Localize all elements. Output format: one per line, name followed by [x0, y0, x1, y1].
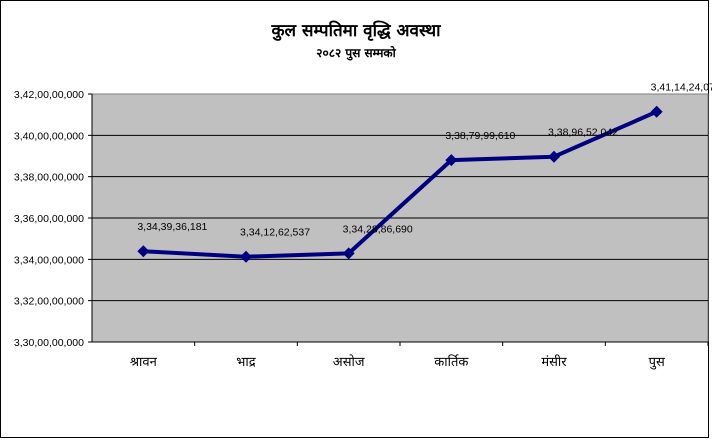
data-label: 3,41,14,24,078	[651, 82, 712, 94]
data-label: 3,38,96,52,042	[548, 127, 618, 139]
x-tick-label: असोज	[333, 354, 365, 370]
x-tick-label: भाद्र	[236, 355, 257, 370]
x-tick-label: कार्तिक	[434, 354, 469, 370]
y-tick-label: 3,36,00,00,000	[14, 213, 84, 225]
y-tick-label: 3,38,00,00,000	[14, 172, 84, 184]
x-tick-label: श्रावन	[130, 355, 158, 370]
data-point-marker	[548, 150, 560, 163]
chart-subtitle: २०८२ पुस सम्मको	[316, 46, 396, 60]
y-tick-label: 3,34,00,00,000	[14, 254, 84, 266]
y-tick-label: 3,40,00,00,000	[14, 130, 84, 142]
data-point-marker	[445, 154, 458, 167]
data-label: 3,34,39,36,181	[137, 221, 207, 233]
y-tick-label: 3,30,00,00,000	[14, 337, 84, 349]
x-tick-label: पुस	[649, 355, 665, 370]
data-label: 3,34,12,62,537	[240, 227, 310, 239]
y-tick-label: 3,32,00,00,000	[14, 296, 84, 308]
data-point-marker	[342, 247, 355, 260]
chart-title: कुल सम्पतिमा वृद्धि अवस्था	[271, 21, 441, 41]
series-line	[143, 109, 658, 259]
data-label: 3,34,28,86,690	[343, 223, 413, 235]
y-tick-label: 3,42,00,00,000	[14, 89, 84, 101]
x-tick-label: मंसीर	[541, 354, 567, 370]
data-label: 3,38,79,99,610	[445, 130, 515, 142]
data-point-marker	[137, 245, 150, 258]
data-point-marker	[240, 250, 252, 263]
data-point-marker	[650, 105, 663, 118]
